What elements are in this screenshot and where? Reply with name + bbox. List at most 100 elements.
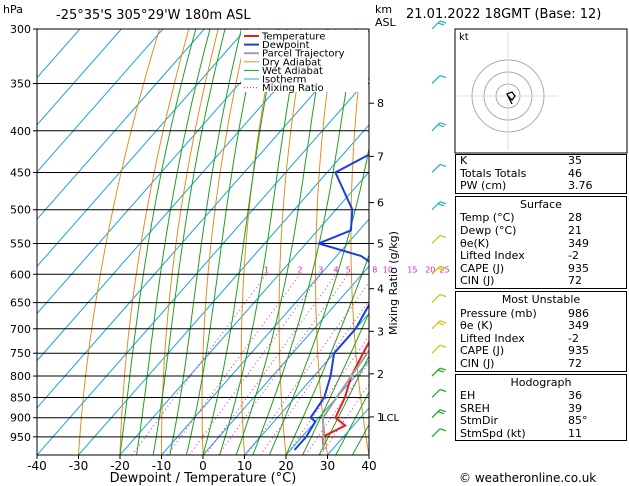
most-unstable-row: θe (K) 349 xyxy=(456,320,627,333)
pressure-tick-label: 400 xyxy=(10,125,31,138)
index-row: PW (cm) 3.76 xyxy=(456,179,627,193)
mixing-ratio-line xyxy=(205,274,337,455)
pressure-tick-label: 550 xyxy=(10,237,31,250)
wind-barb-staff xyxy=(431,344,441,354)
dry-adiabat-line xyxy=(350,29,369,455)
surface-label: Dewp (°C) xyxy=(460,223,517,237)
surface-table: Surface Temp (°C) 28 Dewp (°C) 21 θe(K) 349 Li… xyxy=(455,195,627,289)
wind-barb-flag xyxy=(439,163,447,168)
wind-barb-flag xyxy=(437,322,445,326)
hpa-label: hPa xyxy=(3,3,23,16)
surface-label: θe(K) xyxy=(460,236,490,250)
hodograph-row: SREH 39 xyxy=(456,401,627,416)
isotherm-line xyxy=(37,29,247,268)
wind-barb-flag xyxy=(439,234,447,239)
isotherm-line xyxy=(37,29,164,173)
surface-title: Surface xyxy=(520,197,562,211)
legend-item: Dewpoint xyxy=(262,40,310,51)
most-unstable-value: -2 xyxy=(568,331,579,345)
hodograph-value: 39 xyxy=(568,401,582,415)
legend-item: Isotherm xyxy=(262,75,306,86)
wind-barb-flag xyxy=(437,203,445,207)
most-unstable-row: CIN (J) 72 xyxy=(456,356,627,371)
wind-barb-flag xyxy=(439,122,447,126)
most-unstable-label: θe (K) xyxy=(460,319,493,333)
wind-barb xyxy=(431,20,447,30)
legend-item: Wet Adiabat xyxy=(262,66,323,77)
isotherm-line xyxy=(161,218,369,455)
temperature-series xyxy=(321,340,369,451)
wind-barb-staff xyxy=(431,75,441,84)
datetime-header: 21.01.2022 18GMT (Base: 12) xyxy=(406,7,602,22)
x-axis-title: Dewpoint / Temperature (°C) xyxy=(110,471,297,486)
surface-label: CAPE (J) xyxy=(460,261,505,275)
wind-barb-flag xyxy=(439,201,447,205)
isotherm-line xyxy=(37,29,122,126)
lcl-label: LCL xyxy=(381,413,400,424)
wind-barb-flag xyxy=(439,409,447,413)
km-tick-label: 3 xyxy=(377,325,384,338)
surface-label: Lifted Index xyxy=(460,249,525,263)
km-tick-label: 2 xyxy=(377,368,384,381)
pressure-tick-label: 350 xyxy=(10,78,31,91)
km-tick-label: 6 xyxy=(377,197,384,210)
hodograph-trace xyxy=(506,91,516,105)
wind-barb-staff xyxy=(431,428,441,438)
hodograph-table-title: Hodograph xyxy=(510,375,572,389)
surface-label: CIN (J) xyxy=(460,274,495,288)
wind-barb-flag xyxy=(439,388,447,393)
mixing-ratio-label: 4 xyxy=(334,265,339,274)
dry-adiabat-line xyxy=(418,29,452,455)
x-tick-label: 0 xyxy=(199,459,207,473)
pressure-tick-label: 450 xyxy=(10,166,31,179)
hodograph-value: 36 xyxy=(568,389,582,403)
most-unstable-label: Lifted Index xyxy=(460,331,525,345)
surface-row: θe(K) 349 xyxy=(456,236,627,251)
wind-barb xyxy=(431,294,447,304)
index-row: Totals Totals 46 xyxy=(456,167,627,181)
pressure-tick-label: 600 xyxy=(10,268,31,281)
wet-adiabat-line xyxy=(119,29,197,455)
wind-barb xyxy=(431,367,447,377)
parcel-trajectory-series xyxy=(321,349,369,451)
surface-value: 72 xyxy=(568,274,582,288)
asl-label: ASL xyxy=(375,16,397,29)
wind-barb xyxy=(431,428,447,438)
isotherm-line xyxy=(202,265,369,455)
indices-panel: K 35 Totals Totals 46 PW (cm) 3.76 Surface Te… xyxy=(455,154,627,442)
mixing-ratio-label: 20 xyxy=(425,265,435,274)
wind-barb xyxy=(431,74,447,84)
x-tick-label: -20 xyxy=(110,459,130,473)
surface-row: Dewp (°C) 21 xyxy=(456,223,627,238)
most-unstable-table: Most Unstable Pressure (mb) 986 θe (K) 349 L… xyxy=(455,290,627,372)
most-unstable-value: 935 xyxy=(568,344,589,358)
index-value: 35 xyxy=(568,154,582,167)
x-tick-label: -10 xyxy=(152,459,172,473)
index-row: K 35 xyxy=(456,154,627,168)
wind-barb xyxy=(431,201,447,211)
surface-row: CIN (J) 72 xyxy=(456,274,627,288)
indices-table: K 35 Totals Totals 46 PW (cm) 3.76 xyxy=(455,154,627,194)
mixing-ratio-label: 15 xyxy=(407,265,417,274)
hodograph-row: StmSpd (kt) 11 xyxy=(456,427,627,441)
surface-value: 935 xyxy=(568,261,589,275)
wind-barb-flag xyxy=(439,20,447,24)
x-tick-label: 40 xyxy=(361,459,376,473)
isotherm-line xyxy=(78,124,369,455)
wind-barb-staff xyxy=(431,367,441,377)
isotherm-line xyxy=(37,29,288,315)
wind-barb-flag xyxy=(437,267,445,271)
x-tick-label: -30 xyxy=(69,459,89,473)
wind-barb-staff xyxy=(431,164,441,173)
most-unstable-value: 349 xyxy=(568,319,589,333)
wind-barb-flag xyxy=(439,344,447,348)
most-unstable-value: 72 xyxy=(568,356,582,370)
km-tick-label: 7 xyxy=(377,150,384,163)
wind-barb-staff xyxy=(431,122,441,132)
mixing-ratio-label: 8 xyxy=(372,265,377,274)
wind-barb-staff xyxy=(431,265,441,275)
wind-barb-staff xyxy=(431,389,441,398)
pressure-tick-label: 500 xyxy=(10,204,31,217)
km-label: km xyxy=(375,3,392,16)
